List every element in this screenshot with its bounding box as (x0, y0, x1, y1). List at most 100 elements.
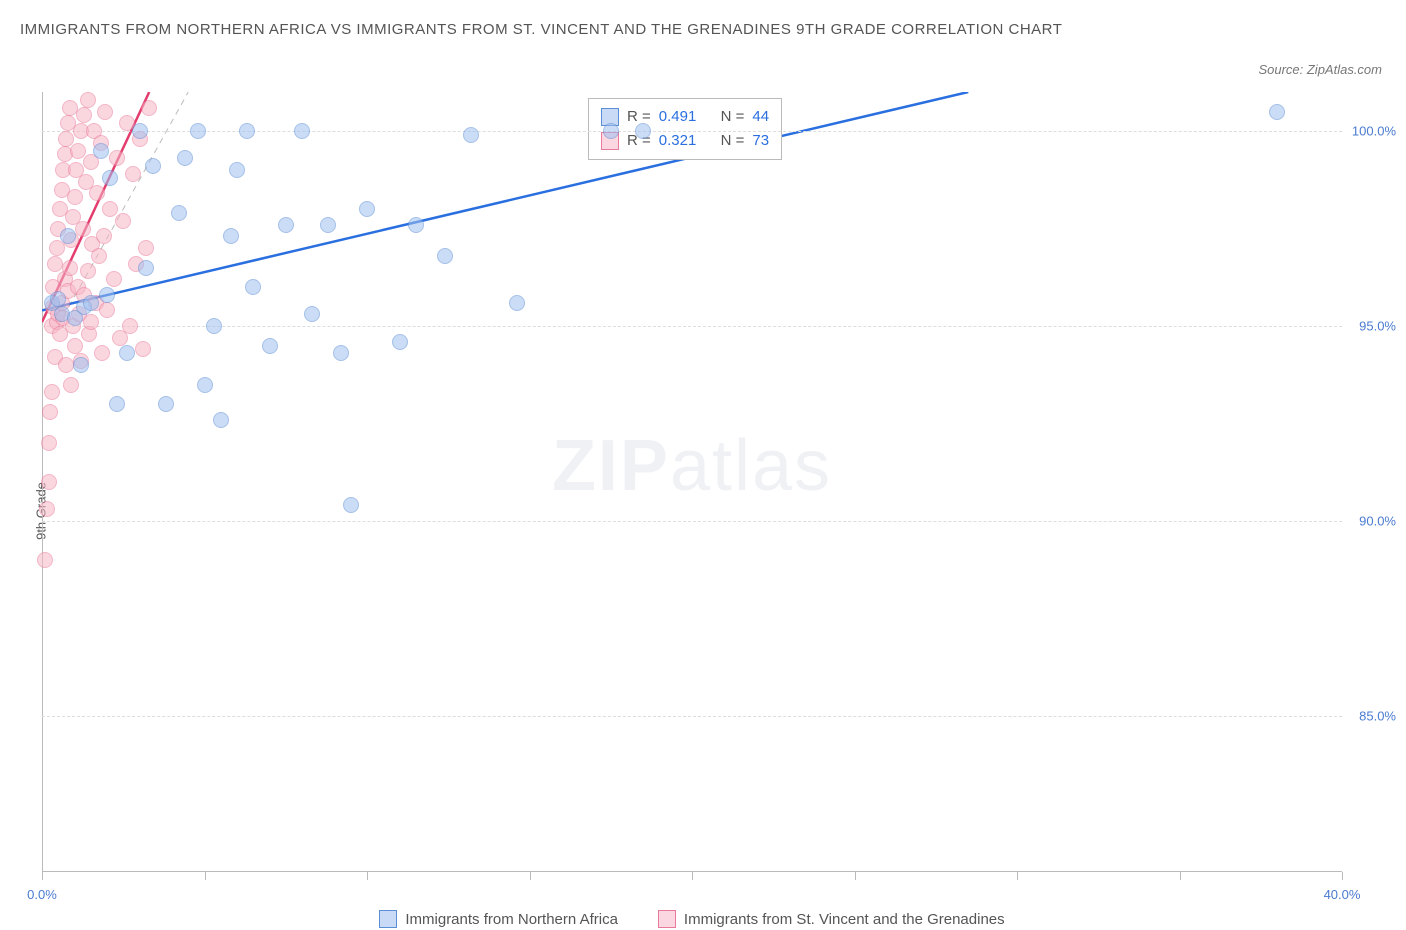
x-tick (855, 872, 856, 880)
x-tick (42, 872, 43, 880)
data-point (67, 189, 83, 205)
data-point (42, 404, 58, 420)
data-point (343, 497, 359, 513)
data-point (50, 291, 66, 307)
legend-item-blue: Immigrants from Northern Africa (379, 910, 618, 928)
data-point (408, 217, 424, 233)
data-point (76, 107, 92, 123)
data-point (115, 213, 131, 229)
data-point (145, 158, 161, 174)
x-tick (367, 872, 368, 880)
r-value-blue: 0.491 (659, 105, 697, 129)
data-point (245, 279, 261, 295)
data-point (109, 396, 125, 412)
data-point (70, 143, 86, 159)
data-point (206, 318, 222, 334)
data-point (102, 201, 118, 217)
data-point (73, 357, 89, 373)
data-point (99, 287, 115, 303)
data-point (41, 474, 57, 490)
data-point (106, 271, 122, 287)
chart-container: 9th Grade ZIPatlas R = 0.491 N = 44 R = … (0, 92, 1406, 930)
gridline-h (42, 326, 1342, 327)
data-point (109, 150, 125, 166)
data-point (333, 345, 349, 361)
data-point (158, 396, 174, 412)
data-point (63, 377, 79, 393)
data-point (47, 256, 63, 272)
data-point (197, 377, 213, 393)
source-attribution: Source: ZipAtlas.com (1258, 62, 1382, 77)
gridline-h (42, 131, 1342, 132)
data-point (262, 338, 278, 354)
watermark-bold: ZIP (552, 426, 670, 506)
source-name: ZipAtlas.com (1307, 62, 1382, 77)
data-point (437, 248, 453, 264)
y-tick-label: 100.0% (1346, 124, 1396, 139)
data-point (603, 123, 619, 139)
data-point (62, 260, 78, 276)
legend-label-pink: Immigrants from St. Vincent and the Gren… (684, 911, 1005, 928)
data-point (93, 143, 109, 159)
watermark-light: atlas (670, 426, 832, 506)
x-tick (1017, 872, 1018, 880)
data-point (58, 357, 74, 373)
data-point (37, 552, 53, 568)
y-tick-label: 95.0% (1346, 319, 1396, 334)
data-point (392, 334, 408, 350)
data-point (96, 228, 112, 244)
data-point (304, 306, 320, 322)
data-point (141, 100, 157, 116)
data-point (83, 314, 99, 330)
data-point (80, 263, 96, 279)
data-point (223, 228, 239, 244)
data-point (138, 260, 154, 276)
data-point (190, 123, 206, 139)
x-tick (205, 872, 206, 880)
data-point (99, 302, 115, 318)
data-point (119, 345, 135, 361)
plot-area: ZIPatlas R = 0.491 N = 44 R = 0.321 N = … (42, 92, 1342, 872)
r-value-pink: 0.321 (659, 129, 697, 153)
n-label: N = (721, 129, 745, 153)
x-tick-label: 0.0% (27, 887, 57, 902)
data-point (75, 221, 91, 237)
data-point (177, 150, 193, 166)
x-tick (692, 872, 693, 880)
x-tick (1342, 872, 1343, 880)
y-tick-label: 85.0% (1346, 709, 1396, 724)
n-value-pink: 73 (752, 129, 769, 153)
swatch-blue-icon (379, 910, 397, 928)
y-tick-label: 90.0% (1346, 514, 1396, 529)
gridline-h (42, 716, 1342, 717)
data-point (229, 162, 245, 178)
data-point (122, 318, 138, 334)
trend-line (42, 92, 968, 310)
data-point (83, 295, 99, 311)
watermark: ZIPatlas (552, 425, 832, 507)
data-point (239, 123, 255, 139)
data-point (320, 217, 336, 233)
data-point (97, 104, 113, 120)
x-tick-label: 40.0% (1324, 887, 1361, 902)
data-point (91, 248, 107, 264)
bottom-legend: Immigrants from Northern Africa Immigran… (42, 910, 1342, 928)
data-point (278, 217, 294, 233)
data-point (171, 205, 187, 221)
data-point (509, 295, 525, 311)
x-tick (1180, 872, 1181, 880)
data-point (80, 92, 96, 108)
data-point (294, 123, 310, 139)
data-point (67, 338, 83, 354)
data-point (135, 341, 151, 357)
trend-lines-svg (42, 92, 1342, 872)
data-point (138, 240, 154, 256)
data-point (359, 201, 375, 217)
data-point (1269, 104, 1285, 120)
data-point (463, 127, 479, 143)
source-prefix: Source: (1258, 62, 1306, 77)
x-tick (530, 872, 531, 880)
gridline-h (42, 521, 1342, 522)
data-point (213, 412, 229, 428)
data-point (41, 435, 57, 451)
